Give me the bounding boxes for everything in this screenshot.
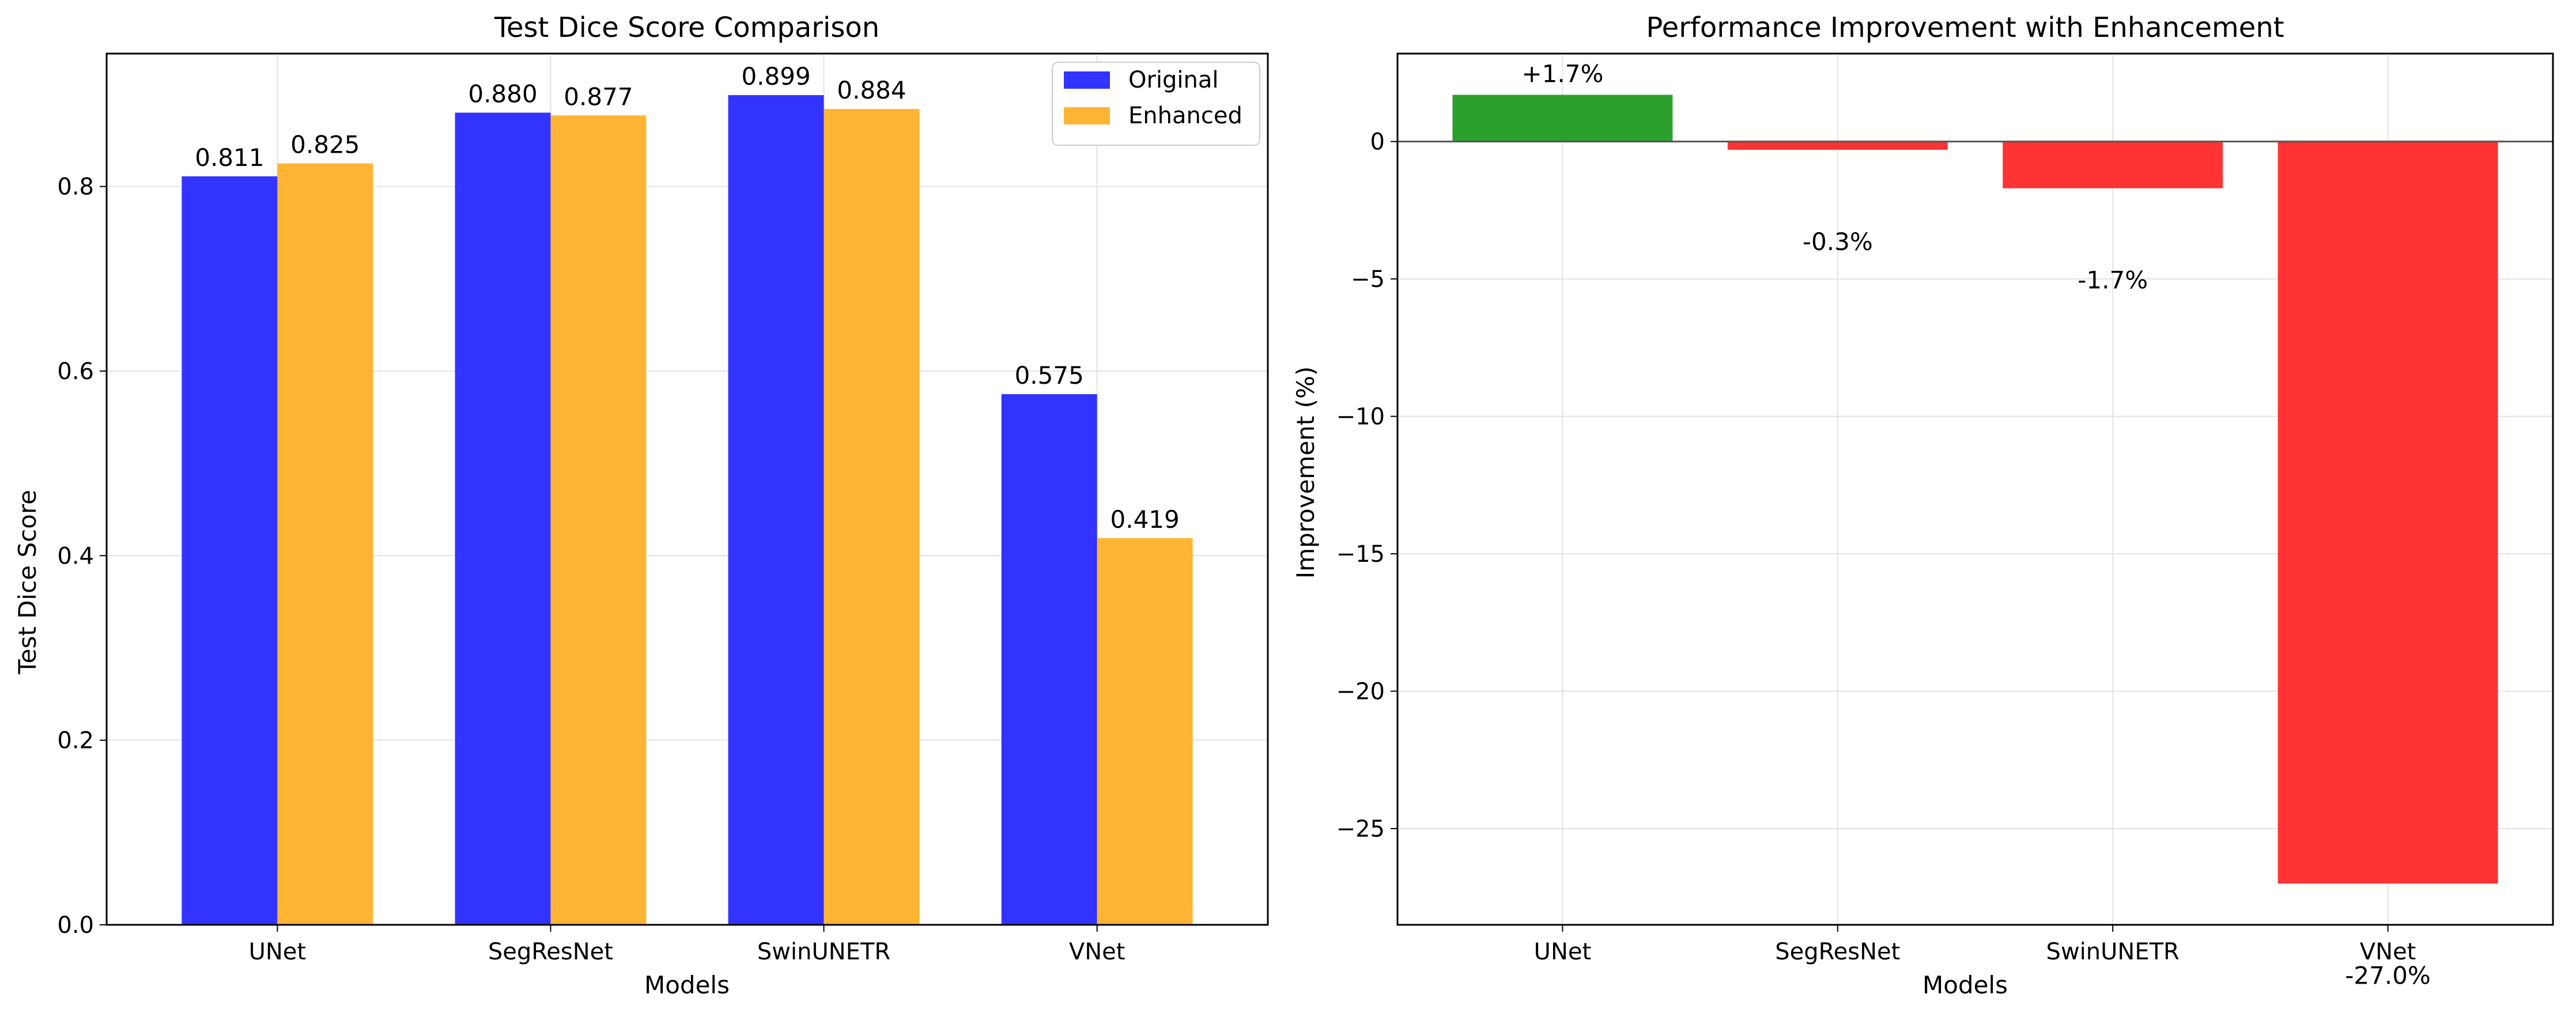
chart2-xtick-label: VNet	[2360, 939, 2416, 965]
chart1-ytick-label: 0.4	[57, 543, 94, 569]
chart1-axes-frame	[105, 52, 1269, 926]
chart1-xtick-label: VNet	[1069, 939, 1125, 965]
chart2-data-label: +1.7%	[1521, 60, 1603, 88]
chart1-ylabel: Test Dice Score	[13, 490, 41, 675]
legend-label-original: Original	[1128, 67, 1219, 93]
legend-swatch-original	[1064, 71, 1110, 89]
chart2-xtick-label: SwinUNETR	[2046, 939, 2180, 965]
chart2-bar	[2277, 141, 2498, 884]
chart1-data-label: 0.575	[1015, 361, 1084, 390]
chart1-bar-enhanced	[824, 109, 920, 925]
chart1-xtick-label: UNet	[249, 939, 307, 965]
chart2-data-label: -0.3%	[1803, 228, 1873, 256]
dice-score-chart: Test Dice Score Comparison Models Test D…	[13, 12, 1269, 999]
chart1-data-label: 0.825	[290, 131, 360, 159]
chart1-bar-enhanced	[1097, 538, 1193, 925]
chart1-bar-original	[455, 112, 551, 925]
chart1-bar-enhanced	[550, 115, 647, 925]
chart1-xtick-label: SegResNet	[488, 939, 613, 965]
chart2-bar	[1452, 94, 1673, 142]
chart1-bar-original	[728, 95, 824, 925]
chart2-axes-frame	[1396, 52, 2554, 926]
chart2-ylabel: Improvement (%)	[1291, 366, 1320, 579]
chart1-data-label: 0.811	[195, 143, 264, 172]
chart1-data-label: 0.884	[837, 76, 906, 104]
chart1-bar-original	[1001, 394, 1097, 925]
legend-label-enhanced: Enhanced	[1128, 103, 1242, 129]
chart1-data-label: 0.880	[468, 80, 537, 108]
chart1-ytick-label: 0.8	[57, 174, 94, 201]
chart1-ytick-label: 0.0	[57, 912, 94, 939]
chart2-title: Performance Improvement with Enhancement	[1646, 12, 2284, 44]
chart1-legend: Original Enhanced	[1052, 62, 1260, 146]
chart2-data-label: -1.7%	[2078, 266, 2148, 294]
improvement-chart: Performance Improvement with Enhancement…	[1291, 12, 2554, 999]
chart1-data-label: 0.419	[1111, 505, 1180, 534]
chart1-xlabel: Models	[644, 971, 730, 999]
chart2-xtick-label: UNet	[1534, 939, 1592, 965]
chart2-bar	[1727, 141, 1948, 150]
chart1-data-label: 0.877	[564, 82, 633, 111]
chart1-data-label: 0.899	[741, 62, 810, 90]
chart2-ytick-label: 0	[1370, 129, 1385, 156]
chart1-title: Test Dice Score Comparison	[494, 12, 879, 44]
chart2-xtick-label: SegResNet	[1775, 939, 1900, 965]
chart2-xlabel: Models	[1922, 971, 2008, 999]
chart2-ytick-label: −10	[1336, 404, 1385, 430]
chart1-bar-original	[182, 176, 278, 925]
chart2-ytick-label: −20	[1336, 679, 1385, 705]
chart1-ytick-label: 0.6	[57, 358, 94, 385]
chart2-ytick-label: −25	[1336, 816, 1385, 842]
chart2-data-label: -27.0%	[2345, 961, 2431, 989]
chart2-bar	[2003, 141, 2223, 188]
chart1-ytick-label: 0.2	[57, 728, 94, 754]
chart1-xtick-label: SwinUNETR	[757, 939, 890, 965]
chart1-bar-enhanced	[277, 163, 373, 925]
chart2-ytick-label: −5	[1351, 266, 1385, 293]
legend-swatch-enhanced	[1064, 107, 1110, 124]
chart2-ytick-label: −15	[1336, 541, 1385, 568]
